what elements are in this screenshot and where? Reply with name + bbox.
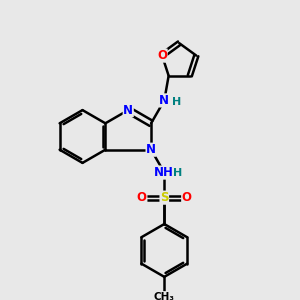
Text: N: N	[146, 143, 156, 156]
Text: N: N	[123, 103, 133, 117]
Text: S: S	[160, 191, 169, 204]
Text: NH: NH	[154, 166, 174, 179]
Text: O: O	[182, 191, 192, 204]
Text: N: N	[159, 94, 169, 107]
Text: O: O	[157, 49, 167, 62]
Text: H: H	[172, 97, 181, 107]
Text: CH₃: CH₃	[154, 292, 175, 300]
Text: H: H	[173, 168, 182, 178]
Text: O: O	[137, 191, 147, 204]
